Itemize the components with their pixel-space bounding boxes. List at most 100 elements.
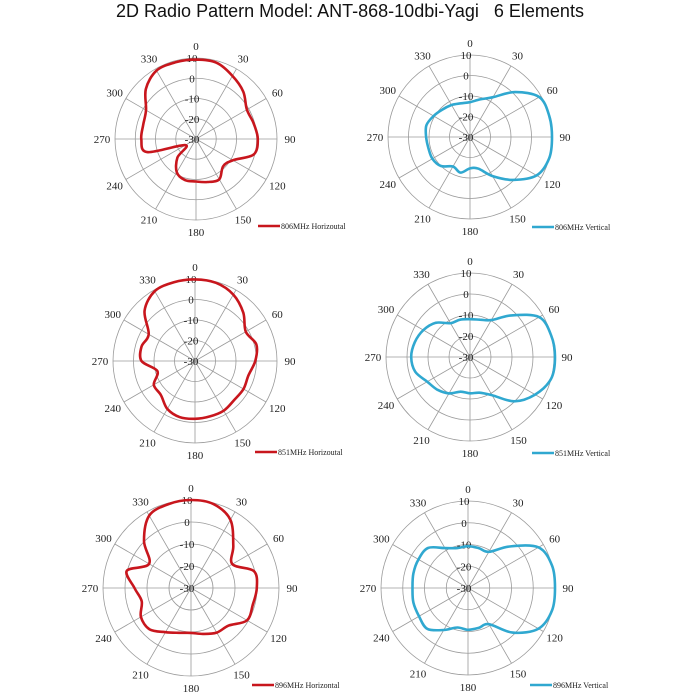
radial-tick-label: 0 — [463, 289, 469, 301]
angle-tick-label: 120 — [546, 400, 563, 412]
radial-tick-label: -10 — [184, 315, 199, 327]
radial-tick-label: -20 — [180, 561, 195, 573]
grid-spoke — [392, 544, 469, 589]
angle-tick-label: 240 — [378, 400, 395, 412]
grid-spoke — [155, 138, 197, 210]
legend-label: 806MHz Vertical — [555, 223, 611, 232]
angle-tick-label: 300 — [104, 309, 121, 321]
grid-spoke — [397, 314, 471, 358]
angle-tick-label: 210 — [141, 215, 158, 227]
angle-tick-label: 210 — [410, 669, 427, 681]
radial-tick-label: -30 — [180, 583, 195, 595]
angle-tick-label: 0 — [467, 38, 473, 50]
radial-tick-label: -20 — [184, 336, 199, 348]
angle-tick-label: 240 — [106, 181, 123, 193]
angle-tick-label: 240 — [104, 403, 121, 415]
angle-tick-label: 300 — [373, 534, 390, 546]
grid-spoke — [194, 289, 237, 362]
grid-spoke — [195, 138, 237, 210]
radial-tick-label: -10 — [459, 91, 474, 103]
radial-tick-label: 0 — [189, 73, 195, 85]
angle-tick-label: 150 — [234, 437, 251, 449]
grid-spoke — [194, 319, 267, 362]
grid-spoke — [194, 360, 237, 433]
angle-tick-label: 210 — [132, 670, 149, 682]
angle-tick-label: 270 — [365, 352, 382, 364]
angle-tick-label: 210 — [414, 213, 431, 225]
grid-spoke — [469, 314, 543, 358]
angle-tick-label: 270 — [94, 134, 111, 146]
angle-tick-label: 240 — [373, 633, 390, 645]
angle-tick-label: 210 — [139, 437, 156, 449]
angle-tick-label: 180 — [183, 683, 200, 695]
angle-tick-label: 330 — [414, 51, 431, 63]
grid-spoke — [114, 587, 192, 633]
angle-tick-label: 30 — [238, 53, 250, 65]
grid-spoke — [428, 136, 471, 209]
radial-tick-label: -30 — [457, 583, 472, 595]
grid-spoke — [195, 138, 267, 180]
angle-tick-label: 330 — [410, 497, 427, 509]
figure-title: 2D Radio Pattern Model: ANT-868-10dbi-Ya… — [116, 1, 584, 21]
angle-tick-label: 240 — [95, 633, 112, 645]
grid-spoke — [190, 587, 268, 633]
angle-tick-label: 30 — [513, 269, 525, 281]
angle-tick-label: 30 — [237, 275, 249, 287]
angle-tick-label: 150 — [509, 213, 526, 225]
angle-tick-label: 60 — [549, 304, 561, 316]
angle-tick-label: 150 — [233, 670, 250, 682]
grid-spoke — [190, 587, 236, 665]
angle-tick-label: 60 — [272, 309, 284, 321]
angle-tick-label: 270 — [367, 132, 384, 144]
grid-spoke — [398, 136, 471, 179]
angle-tick-label: 120 — [270, 633, 287, 645]
radial-tick-label: -30 — [184, 356, 199, 368]
grid-spoke — [467, 587, 544, 632]
radial-tick-label: -30 — [459, 352, 474, 364]
angle-tick-label: 120 — [269, 403, 286, 415]
angle-tick-label: 180 — [460, 682, 477, 694]
angle-tick-label: 330 — [139, 275, 156, 287]
radial-tick-label: 10 — [461, 268, 473, 280]
legend-label: 896MHz Vertical — [553, 681, 609, 690]
pattern-series-line — [409, 313, 557, 403]
angle-tick-label: 150 — [510, 435, 527, 447]
radial-tick-label: 0 — [461, 518, 467, 530]
legend-label: 851MHz Vertical — [555, 449, 611, 458]
grid-spoke — [123, 360, 196, 403]
grid-spoke — [397, 356, 471, 400]
angle-tick-label: 30 — [513, 497, 525, 509]
legend-label: 806MHz Horizoutal — [281, 222, 346, 231]
angle-tick-label: 270 — [360, 583, 377, 595]
radial-tick-label: -30 — [185, 134, 200, 146]
radial-tick-label: -10 — [180, 539, 195, 551]
grid-spoke — [467, 512, 512, 589]
angle-tick-label: 180 — [187, 450, 204, 462]
grid-spoke — [469, 136, 512, 209]
angle-tick-label: 90 — [560, 132, 572, 144]
angle-tick-label: 0 — [465, 484, 471, 496]
angle-tick-label: 330 — [413, 269, 430, 281]
angle-tick-label: 90 — [285, 134, 297, 146]
radial-tick-label: 0 — [184, 517, 190, 529]
grid-spoke — [424, 587, 469, 664]
grid-spoke — [195, 68, 237, 140]
grid-spoke — [194, 360, 267, 403]
angle-tick-label: 330 — [132, 496, 149, 508]
angle-tick-label: 150 — [510, 669, 527, 681]
radial-tick-label: -20 — [459, 331, 474, 343]
pattern-series-line — [125, 498, 259, 636]
grid-spoke — [153, 289, 196, 362]
grid-spoke — [428, 65, 471, 138]
angle-tick-label: 180 — [462, 448, 479, 460]
grid-spoke — [190, 511, 236, 589]
grid-spoke — [427, 284, 471, 358]
radial-tick-label: -20 — [457, 561, 472, 573]
